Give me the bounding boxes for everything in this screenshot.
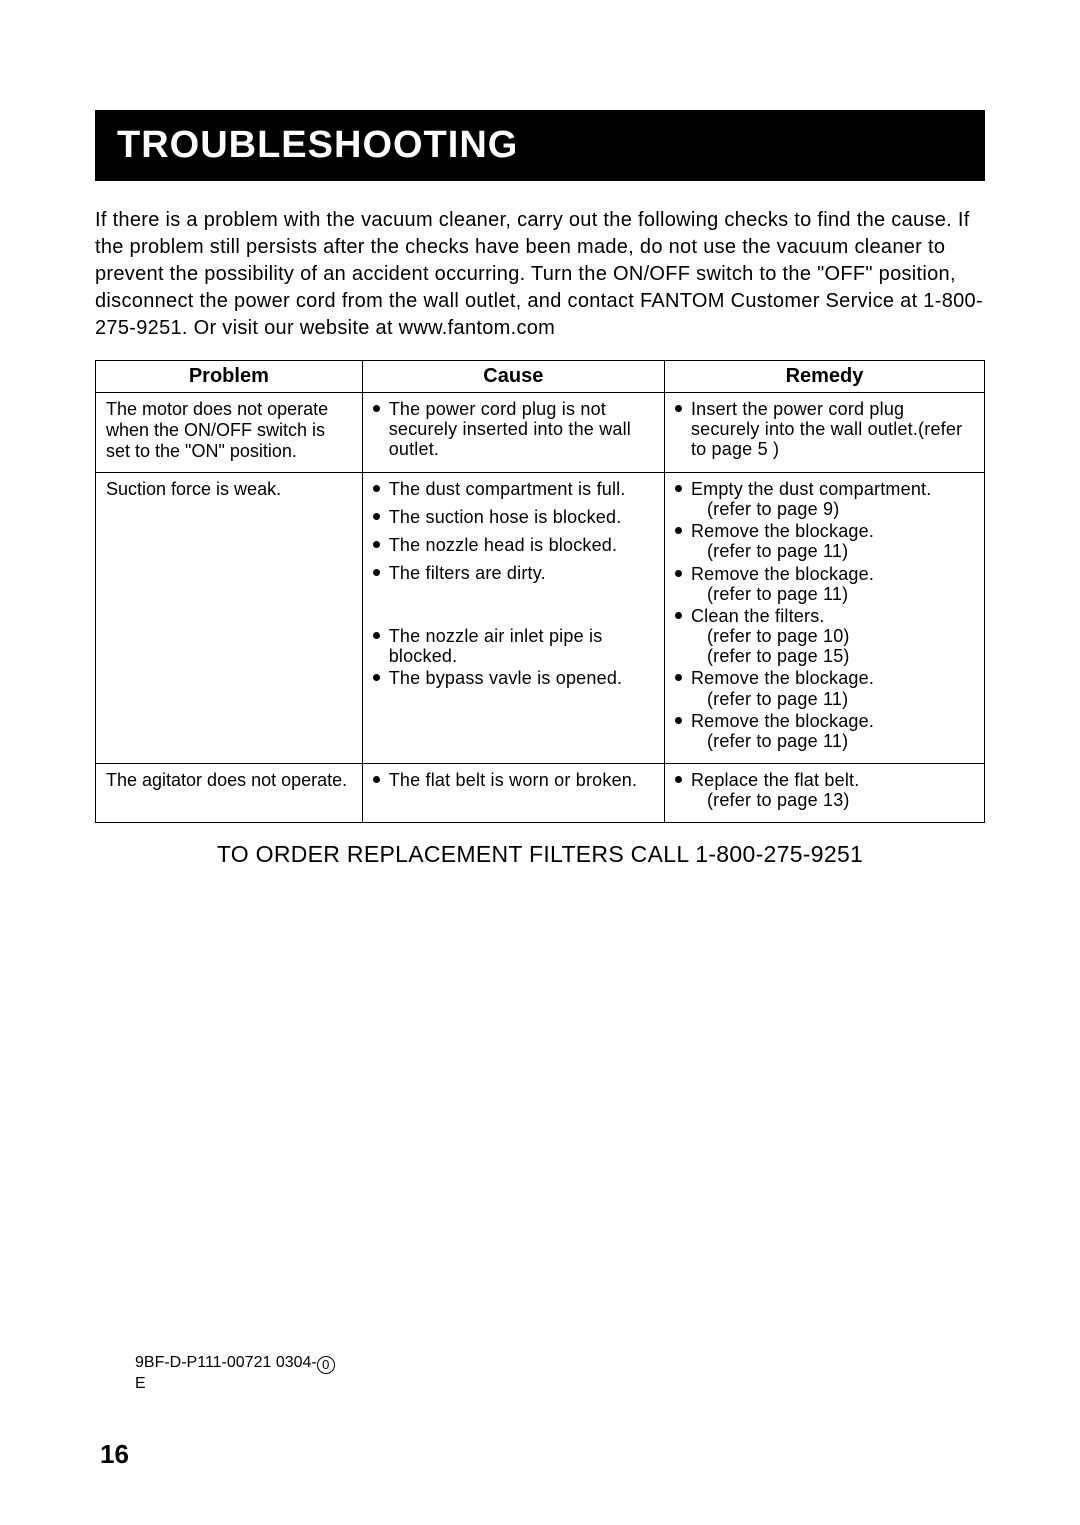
remedy-item: Empty the dust compartment. (refer to pa… xyxy=(675,479,974,519)
intro-paragraph: If there is a problem with the vacuum cl… xyxy=(95,207,985,342)
remedy-ref: (refer to page 9) xyxy=(691,499,974,519)
cause-item: The dust compartment is full. xyxy=(373,479,654,499)
circled-digit-icon: 0 xyxy=(317,1356,335,1374)
manual-page: TROUBLESHOOTING If there is a problem wi… xyxy=(0,0,1080,1525)
cause-item: The bypass vavle is opened. xyxy=(373,668,654,688)
table-row: Suction force is weak. The dust compartm… xyxy=(96,473,985,764)
remedy-item: Remove the blockage. (refer to page 11) xyxy=(675,564,974,604)
remedy-ref: (refer to page 10) xyxy=(691,626,974,646)
remedy-text: Remove the blockage. xyxy=(691,668,874,688)
table-header-row: Problem Cause Remedy xyxy=(96,361,985,393)
cause-item: The suction hose is blocked. xyxy=(373,507,654,527)
cause-cell: The flat belt is worn or broken. xyxy=(362,764,664,823)
order-replacement-line: TO ORDER REPLACEMENT FILTERS CALL 1-800-… xyxy=(95,841,985,868)
remedy-item: Remove the blockage. (refer to page 11) xyxy=(675,521,974,561)
remedy-cell: Replace the flat belt. (refer to page 13… xyxy=(664,764,984,823)
remedy-ref: (refer to page 11) xyxy=(691,731,974,751)
cause-item: The nozzle air inlet pipe is blocked. xyxy=(373,626,654,666)
remedy-text: Remove the blockage. xyxy=(691,711,874,731)
troubleshooting-table: Problem Cause Remedy The motor does not … xyxy=(95,360,985,823)
remedy-ref: (refer to page 15) xyxy=(691,646,974,666)
remedy-item: Replace the flat belt. (refer to page 13… xyxy=(675,770,974,810)
remedy-ref: (refer to page 11) xyxy=(691,689,974,709)
cause-item: The flat belt is worn or broken. xyxy=(373,770,654,790)
cause-item: The power cord plug is not securely inse… xyxy=(373,399,654,459)
problem-cell: Suction force is weak. xyxy=(96,473,363,764)
section-title: TROUBLESHOOTING xyxy=(95,110,985,181)
problem-cell: The agitator does not operate. xyxy=(96,764,363,823)
cause-cell: The power cord plug is not securely inse… xyxy=(362,393,664,473)
remedy-text: Remove the blockage. xyxy=(691,521,874,541)
remedy-ref: (refer to page 13) xyxy=(691,790,974,810)
remedy-item: Clean the filters. (refer to page 10) (r… xyxy=(675,606,974,666)
remedy-text: Empty the dust compartment. xyxy=(691,479,932,499)
remedy-ref: (refer to page 11) xyxy=(691,584,974,604)
document-id: 9BF-D-P111-00721 0304-0 E xyxy=(135,1353,335,1395)
remedy-text: Replace the flat belt. xyxy=(691,770,860,790)
remedy-item: Remove the blockage. (refer to page 11) xyxy=(675,668,974,708)
remedy-ref: (refer to page 11) xyxy=(691,541,974,561)
remedy-text: Clean the filters. xyxy=(691,606,825,626)
cause-cell: The dust compartment is full. The suctio… xyxy=(362,473,664,764)
cause-item: The filters are dirty. xyxy=(373,563,654,583)
table-row: The motor does not operate when the ON/O… xyxy=(96,393,985,473)
problem-cell: The motor does not operate when the ON/O… xyxy=(96,393,363,473)
page-number: 16 xyxy=(100,1439,129,1470)
remedy-text: Remove the blockage. xyxy=(691,564,874,584)
remedy-cell: Empty the dust compartment. (refer to pa… xyxy=(664,473,984,764)
remedy-item: Insert the power cord plug securely into… xyxy=(675,399,974,459)
doc-id-suffix: E xyxy=(135,1375,146,1392)
header-cause: Cause xyxy=(362,361,664,393)
table-row: The agitator does not operate. The flat … xyxy=(96,764,985,823)
remedy-item: Remove the blockage. (refer to page 11) xyxy=(675,711,974,751)
doc-id-text: 9BF-D-P111-00721 0304- xyxy=(135,1354,317,1371)
header-problem: Problem xyxy=(96,361,363,393)
remedy-cell: Insert the power cord plug securely into… xyxy=(664,393,984,473)
cause-item: The nozzle head is blocked. xyxy=(373,535,654,555)
header-remedy: Remedy xyxy=(664,361,984,393)
